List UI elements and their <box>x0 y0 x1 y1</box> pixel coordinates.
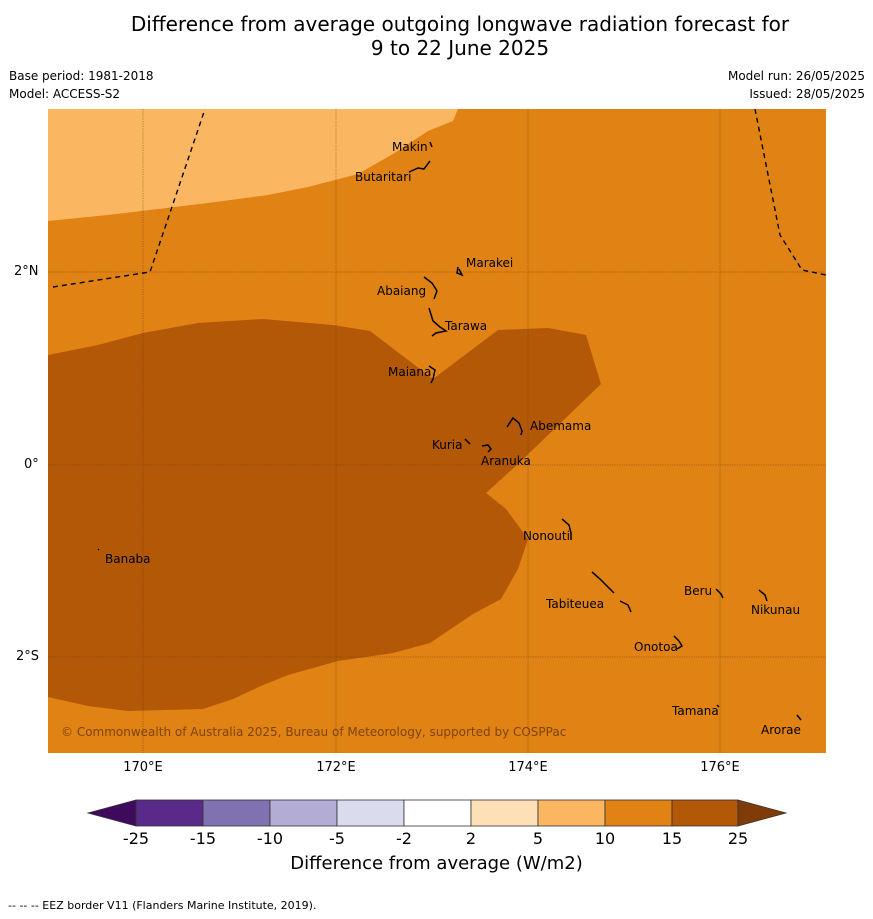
island-kuria-outline <box>464 438 471 445</box>
label-abaiang: Abaiang <box>377 284 426 298</box>
eez-footnote: -- -- -- EEZ border V11 (Flanders Marine… <box>8 899 317 912</box>
island-banaba-outline <box>97 548 100 551</box>
island-nikunau-outline <box>758 589 768 602</box>
eez-border-east <box>754 109 826 276</box>
label-kuria: Kuria <box>432 438 463 452</box>
lat-label-0: 0° <box>24 457 39 472</box>
colorbar-tick-8: 10 <box>594 829 616 848</box>
issued-date: Issued: 28/05/2025 <box>749 87 865 101</box>
lon-label-170e: 170°E <box>123 760 163 775</box>
island-beru-outline <box>715 588 724 599</box>
colorbar-tick-4: -5 <box>329 829 345 848</box>
island-aranuka-outline <box>481 444 492 453</box>
label-tamana: Tamana <box>671 704 719 718</box>
colorbar-swatch-5 <box>403 799 472 827</box>
colorbar-tick-5: -2 <box>396 829 412 848</box>
label-makin: Makin <box>392 140 428 154</box>
island-outlines <box>97 141 802 721</box>
island-onotoa-outline <box>673 635 684 650</box>
chart-title: Difference from average outgoing longwav… <box>0 12 873 60</box>
colorbar-tick-7: 5 <box>532 829 544 848</box>
colorbar-swatch-2 <box>202 799 271 827</box>
colorbar-swatch-above <box>737 799 788 827</box>
forecast-map: Makin Butaritari Marakei Abaiang Tarawa … <box>48 109 826 753</box>
lon-label-176e: 176°E <box>700 760 740 775</box>
lat-label-2s: 2°S <box>16 649 40 664</box>
colorbar-swatch-7 <box>537 799 606 827</box>
colorbar-swatch-1 <box>135 799 204 827</box>
label-tarawa: Tarawa <box>444 319 487 333</box>
gridlines <box>48 109 826 753</box>
island-makin-outline <box>429 141 433 148</box>
colorbar-title: Difference from average (W/m2) <box>290 853 583 874</box>
island-labels: Makin Butaritari Marakei Abaiang Tarawa … <box>105 140 801 737</box>
label-arorae: Arorae <box>761 723 801 737</box>
band-15-25 <box>48 319 601 711</box>
metadata-right: Model run: 26/05/2025 Issued: 28/05/2025 <box>728 67 865 103</box>
label-aranuka: Aranuka <box>481 454 531 468</box>
label-nikunau: Nikunau <box>751 603 800 617</box>
colorbar-swatch-6 <box>470 799 539 827</box>
label-butaritari: Butaritari <box>355 170 412 184</box>
colorbar-tick-1: -25 <box>122 829 150 848</box>
colorbar-swatch-4 <box>336 799 405 827</box>
island-butaritari-outline <box>408 160 431 173</box>
lon-label-174e: 174°E <box>508 760 548 775</box>
title-line-1: Difference from average outgoing longwav… <box>130 12 790 36</box>
island-tamana-outline <box>716 704 720 708</box>
colorbar-tick-10: 25 <box>727 829 749 848</box>
model-run: Model run: 26/05/2025 <box>727 69 865 83</box>
colorbar <box>86 799 788 827</box>
island-marakei-outline <box>456 266 464 277</box>
island-nonouti-outline <box>561 518 572 540</box>
base-period: Base period: 1981-2018 <box>9 69 154 83</box>
label-maiana: Maiana <box>388 365 431 379</box>
title-line-2: 9 to 22 June 2025 <box>370 36 550 60</box>
colorbar-swatch-below <box>86 799 137 827</box>
label-tabiteuea: Tabiteuea <box>545 597 604 611</box>
island-abaiang-outline <box>423 276 438 300</box>
colorbar-tick-3: -10 <box>256 829 284 848</box>
colorbar-tick-6: 2 <box>465 829 477 848</box>
label-onotoa: Onotoa <box>634 640 678 654</box>
colorbar-swatch-3 <box>269 799 338 827</box>
label-beru: Beru <box>684 584 712 598</box>
island-tabiteuea-outline <box>591 571 632 613</box>
band-5-10 <box>48 109 458 221</box>
label-marakei: Marakei <box>466 256 513 270</box>
lat-label-2n: 2°N <box>14 264 39 279</box>
lon-label-172e: 172°E <box>316 760 356 775</box>
colorbar-tick-9: 15 <box>661 829 683 848</box>
colorbar-swatch-9 <box>671 799 739 827</box>
model-name: Model: ACCESS-S2 <box>9 87 121 101</box>
island-tarawa-outline <box>428 307 448 337</box>
island-arorae-outline <box>796 714 802 721</box>
label-abemama: Abemama <box>530 419 591 433</box>
label-banaba: Banaba <box>105 552 151 566</box>
island-maiana-outline <box>428 365 436 384</box>
colorbar-tick-2: -15 <box>189 829 217 848</box>
colorbar-swatch-8 <box>604 799 673 827</box>
label-nonouti: Nonouti <box>523 529 570 543</box>
metadata-left: Base period: 1981-2018 Model: ACCESS-S2 <box>9 67 154 103</box>
island-abemama-outline <box>506 416 523 436</box>
copyright-notice: © Commonwealth of Australia 2025, Bureau… <box>61 725 566 739</box>
